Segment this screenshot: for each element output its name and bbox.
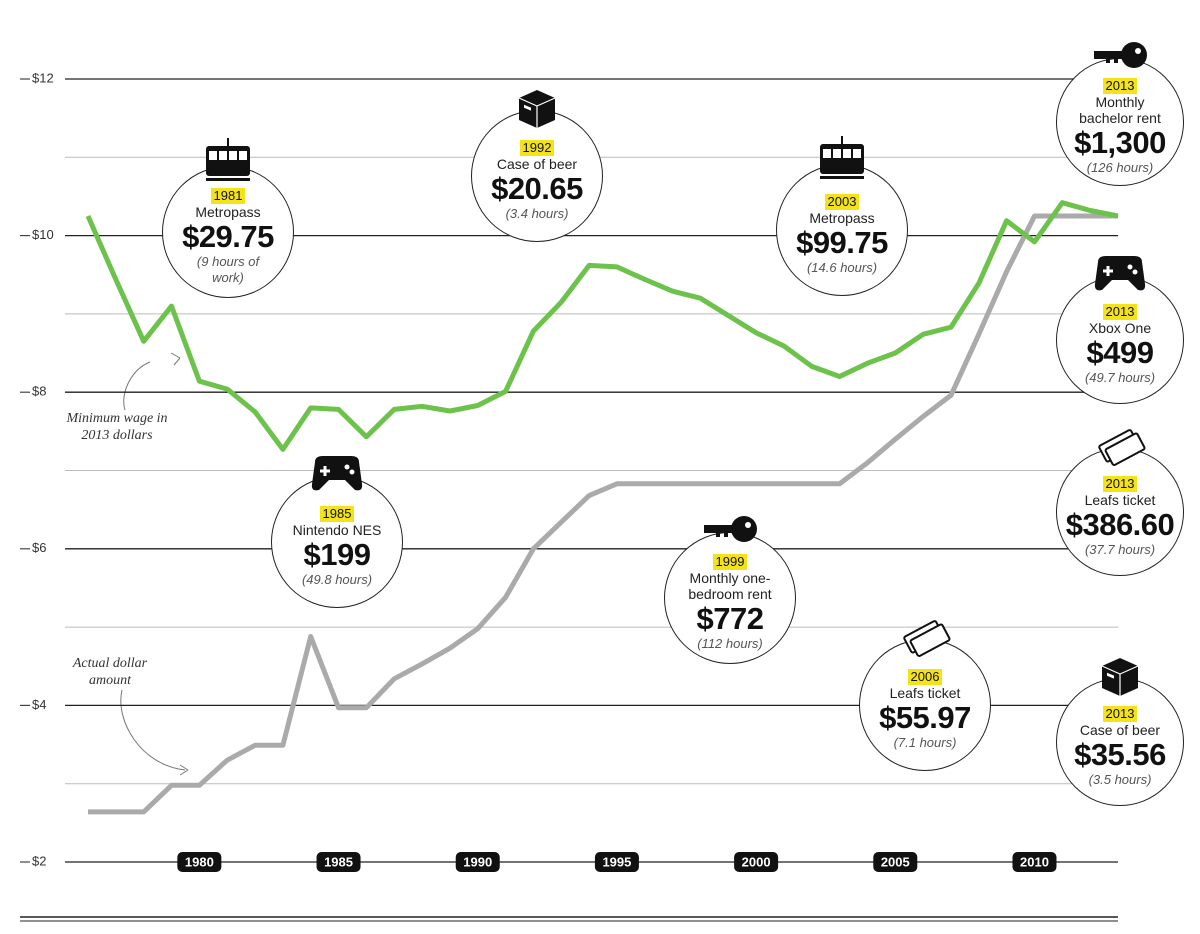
work-hours: (112 hours): [697, 636, 763, 651]
item-price: $20.65: [491, 171, 583, 206]
label-arrow: [123, 361, 151, 411]
label-arrowhead: [170, 352, 181, 366]
item-label: Metropass: [809, 210, 875, 226]
item-label: Leafs ticket: [1084, 492, 1156, 508]
work-hours: (14.6 hours): [806, 260, 878, 275]
work-hours: (126 hours): [1086, 160, 1154, 175]
annotation-circle: 1992 Case of beer $20.65 (3.4 hours): [471, 110, 603, 242]
item-label: Case of beer: [496, 156, 578, 172]
year-badge: 1985: [319, 506, 355, 522]
y-tick-label: $6: [32, 540, 46, 555]
item-label: Leafs ticket: [889, 685, 961, 701]
x-tick-label: 1990: [463, 854, 492, 869]
y-tick-label: $8: [32, 384, 46, 399]
x-tick-badge: [594, 852, 639, 872]
year-badge: 1999: [712, 554, 748, 570]
series-label: Actual dollar amount: [72, 656, 148, 688]
year-badge: 1992: [519, 140, 555, 156]
annotation-circle: 2013 Case of beer $35.56 (3.5 hours): [1056, 678, 1184, 806]
y-tick-label: $10: [32, 227, 54, 242]
item-price: $499: [1086, 335, 1154, 370]
work-hours: (37.7 hours): [1084, 542, 1156, 557]
y-tick-label: $12: [32, 70, 54, 85]
annotation-circle: 2013 Monthly bachelor rent $1,300 (126 hour…: [1056, 58, 1184, 186]
x-tick-label: 2000: [742, 854, 771, 869]
x-tick-badge: [1012, 852, 1057, 872]
item-price: $35.56: [1074, 737, 1166, 772]
annotation-circle: 2003 Metropass $99.75 (14.6 hours): [776, 164, 908, 296]
item-label: Nintendo NES: [292, 522, 382, 538]
year-badge: 2003: [824, 194, 860, 210]
x-tick-badge: [316, 852, 361, 872]
annotation-circle: 2013 Xbox One $499 (49.7 hours): [1056, 276, 1184, 404]
x-tick-badge: [734, 852, 779, 872]
item-label: Case of beer: [1079, 722, 1161, 738]
work-hours: (49.7 hours): [1084, 370, 1156, 385]
item-label: Metropass: [195, 204, 261, 220]
x-tick-label: 1980: [185, 854, 214, 869]
y-tick-label: $2: [32, 853, 46, 868]
x-tick-badge: [177, 852, 222, 872]
annotation-circle: 1985 Nintendo NES $199 (49.8 hours): [271, 476, 403, 608]
item-price: $29.75: [182, 219, 274, 254]
x-tick-badge: [455, 852, 500, 872]
label-arrow: [120, 689, 186, 771]
item-price: $772: [696, 601, 764, 636]
annotation-circle: 1981 Metropass $29.75 (9 hours of work): [162, 166, 294, 298]
label-arrowhead: [179, 764, 189, 776]
year-badge: 2013: [1102, 706, 1138, 722]
item-label: Xbox One: [1088, 320, 1152, 336]
work-hours: (49.8 hours): [301, 572, 373, 587]
annotation-circle: 2006 Leafs ticket $55.97 (7.1 hours): [859, 639, 991, 771]
item-price: $99.75: [796, 225, 888, 260]
x-tick-label: 1985: [324, 854, 353, 869]
x-tick-badge: [873, 852, 918, 872]
series-line: [85, 200, 1119, 452]
item-label: Monthly one-bedroom rent: [688, 570, 772, 602]
x-tick-label: 1995: [602, 854, 631, 869]
x-tick-label: 2005: [881, 854, 910, 869]
series-label: Minimum wage in 2013 dollars: [66, 411, 168, 443]
annotation-circle: 2013 Leafs ticket $386.60 (37.7 hours): [1056, 448, 1184, 576]
year-badge: 1981: [210, 188, 246, 204]
item-price: $1,300: [1074, 125, 1166, 160]
x-tick-label: 2010: [1020, 854, 1049, 869]
year-badge: 2013: [1102, 304, 1138, 320]
y-tick-label: $4: [32, 697, 46, 712]
item-price: $55.97: [879, 700, 971, 735]
item-label: Monthly bachelor rent: [1079, 94, 1161, 126]
work-hours: (7.1 hours): [893, 735, 957, 750]
annotation-circle: 1999 Monthly one-bedroom rent $772 (112 hou…: [664, 532, 796, 664]
work-hours: (3.4 hours): [505, 206, 569, 221]
year-badge: 2013: [1102, 78, 1138, 94]
item-price: $199: [303, 537, 371, 572]
year-badge: 2006: [907, 669, 943, 685]
work-hours: (9 hours of work): [196, 254, 260, 285]
year-badge: 2013: [1102, 476, 1138, 492]
item-price: $386.60: [1065, 507, 1175, 542]
work-hours: (3.5 hours): [1088, 772, 1152, 787]
series-line: [88, 213, 1118, 815]
